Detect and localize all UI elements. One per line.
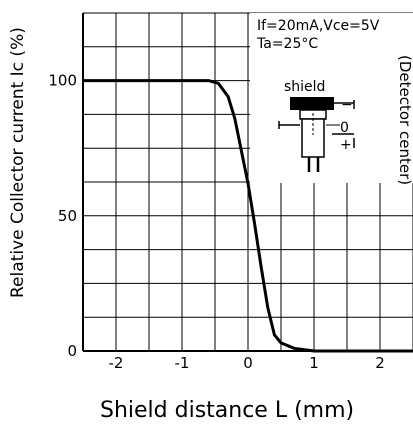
x-tick-label: 1 bbox=[309, 354, 319, 372]
conditions-line2: Ta=25°C bbox=[256, 36, 318, 52]
conditions-line1: If=20mA,Vce=5V bbox=[257, 18, 380, 34]
x-axis-label: Shield distance L (mm) bbox=[100, 398, 354, 423]
y-axis-label: Relative Collector current Ic (%) bbox=[8, 27, 28, 298]
y-tick-label: 0 bbox=[67, 342, 77, 360]
tick-labels: -2 -1 0 1 2 0 50 100 bbox=[48, 72, 384, 372]
y-tick-label: 50 bbox=[58, 207, 77, 225]
x-tick-label: -1 bbox=[175, 354, 190, 372]
detector-diagram bbox=[278, 97, 355, 172]
y-tick-label: 100 bbox=[48, 72, 77, 90]
series-line bbox=[83, 79, 413, 353]
detector-center-label: (Detector center) bbox=[396, 55, 413, 185]
zero-label: 0 bbox=[340, 120, 349, 136]
plus-label: + bbox=[340, 137, 352, 153]
x-tick-label: 0 bbox=[243, 354, 253, 372]
x-tick-label: -2 bbox=[109, 354, 124, 372]
minus-label: − bbox=[341, 97, 353, 113]
shield-label: shield bbox=[284, 79, 325, 95]
series-layer bbox=[83, 79, 413, 353]
x-tick-label: 2 bbox=[375, 354, 385, 372]
